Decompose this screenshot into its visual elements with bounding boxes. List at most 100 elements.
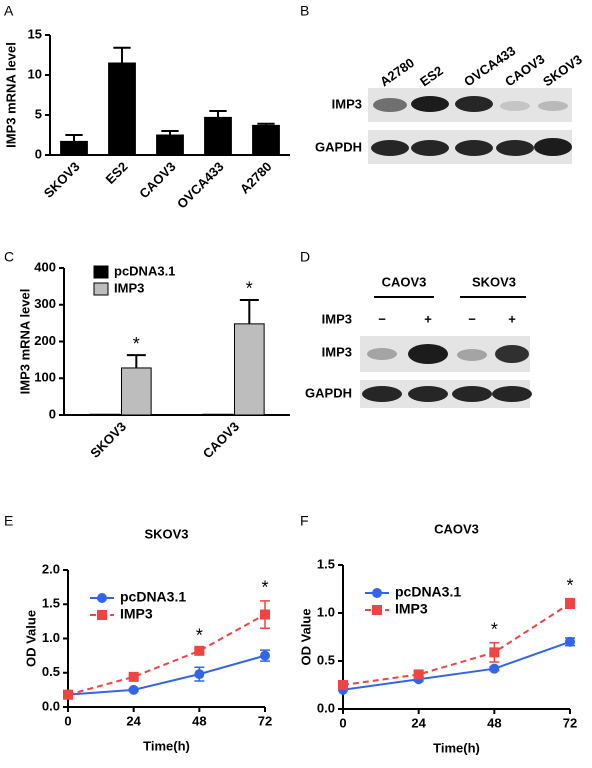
sign: + [508,311,516,326]
x-tick-label: CAOV3 [200,419,242,461]
error-bar [257,122,275,126]
band [371,140,409,156]
bar [60,140,88,156]
panel-label: B [300,3,309,19]
lane-label: SKOV3 [540,52,585,90]
point [194,645,205,656]
point [128,671,139,682]
panel-label: F [300,513,309,529]
y-tick-label: 1.5 [317,556,335,571]
point [338,680,348,690]
significance: * [491,620,498,640]
x-tick-label: 24 [126,713,141,728]
point [260,650,270,661]
y-tick-label: 15 [28,26,42,41]
significance: * [246,279,253,299]
band [500,101,530,111]
point [260,609,270,620]
x-tick-label: OVCA433 [174,159,227,212]
legend-marker [372,605,382,615]
band [495,345,529,363]
bar [121,367,152,416]
group-label: CAOV3 [382,274,427,289]
point [489,647,500,658]
row-label: GAPDH [315,139,362,154]
point [63,689,73,700]
y-axis-title: IMP3 mRNA level [3,42,18,148]
bar [156,134,184,156]
bar [204,116,232,156]
point [565,598,575,609]
legend-label: pcDNA3.1 [395,584,461,600]
error-bar [209,110,227,118]
bar [234,323,265,416]
legend-marker [97,593,107,603]
lane-label: ES2 [417,63,446,89]
x-tick-label: 48 [487,715,501,730]
band [408,344,448,364]
band [362,386,402,402]
bar [202,413,233,416]
group-label: SKOV3 [472,274,516,289]
x-tick-label: 0 [64,713,71,728]
x-axis-title: Time(h) [433,740,480,755]
y-tick-label: 0.0 [317,700,335,715]
y-tick-label: 1.0 [42,630,60,645]
band [455,140,493,156]
chart-title: SKOV3 [144,526,188,541]
series-line [67,654,266,696]
x-tick-label: A2780 [237,159,275,197]
legend-label: IMP3 [395,601,428,617]
x-tick-label: 72 [258,713,272,728]
legend-swatch [93,282,109,296]
band [492,386,532,402]
y-tick-label: 2.0 [42,561,60,576]
error-bar [161,130,179,135]
error-bar [65,134,83,142]
x-tick-label: CAOV3 [136,159,178,201]
band [367,348,397,360]
legend-swatch [93,265,109,279]
point [413,669,424,680]
band [452,386,492,402]
y-tick-label: 0 [35,146,42,161]
bar [108,62,136,156]
lane-label: A2780 [377,55,417,89]
point [128,684,139,695]
y-tick-label: 1.0 [317,604,335,619]
panel-label: A [4,3,14,19]
treatment-label: IMP3 [322,311,352,326]
legend-label: IMP3 [114,280,144,295]
band [534,138,572,156]
bar [252,124,280,156]
series-line [342,602,571,686]
legend-label: IMP3 [120,606,153,622]
bar [89,413,120,416]
y-tick-label: 5 [35,106,42,121]
x-tick-label: 48 [192,713,206,728]
panel-label: E [4,513,13,529]
sign: − [468,311,476,326]
y-tick-label: 200 [34,333,56,348]
row-label: IMP3 [332,96,362,111]
row-label: IMP3 [322,344,352,359]
significance: * [196,626,203,646]
x-axis-title: Time(h) [143,738,190,753]
x-tick-label: SKOV3 [87,419,129,461]
y-tick-label: 1.5 [42,596,60,611]
legend-marker [97,610,107,620]
band [411,140,449,156]
y-tick-label: 0 [49,406,56,421]
y-tick-label: 0.0 [42,698,60,713]
band [408,386,448,402]
y-axis-title: OD Value [23,610,38,667]
blot-b: A2780 ES2 OVCA433 CAOV3 SKOV3 IMP3 GAPDH [315,43,585,164]
y-axis-title: OD Value [298,608,313,665]
chart-title: CAOV3 [434,521,479,536]
legend-label: pcDNA3.1 [120,589,186,605]
y-tick-label: 100 [34,370,56,385]
significance: * [261,578,268,598]
x-tick-label: 72 [563,715,577,730]
significance: * [566,575,573,595]
